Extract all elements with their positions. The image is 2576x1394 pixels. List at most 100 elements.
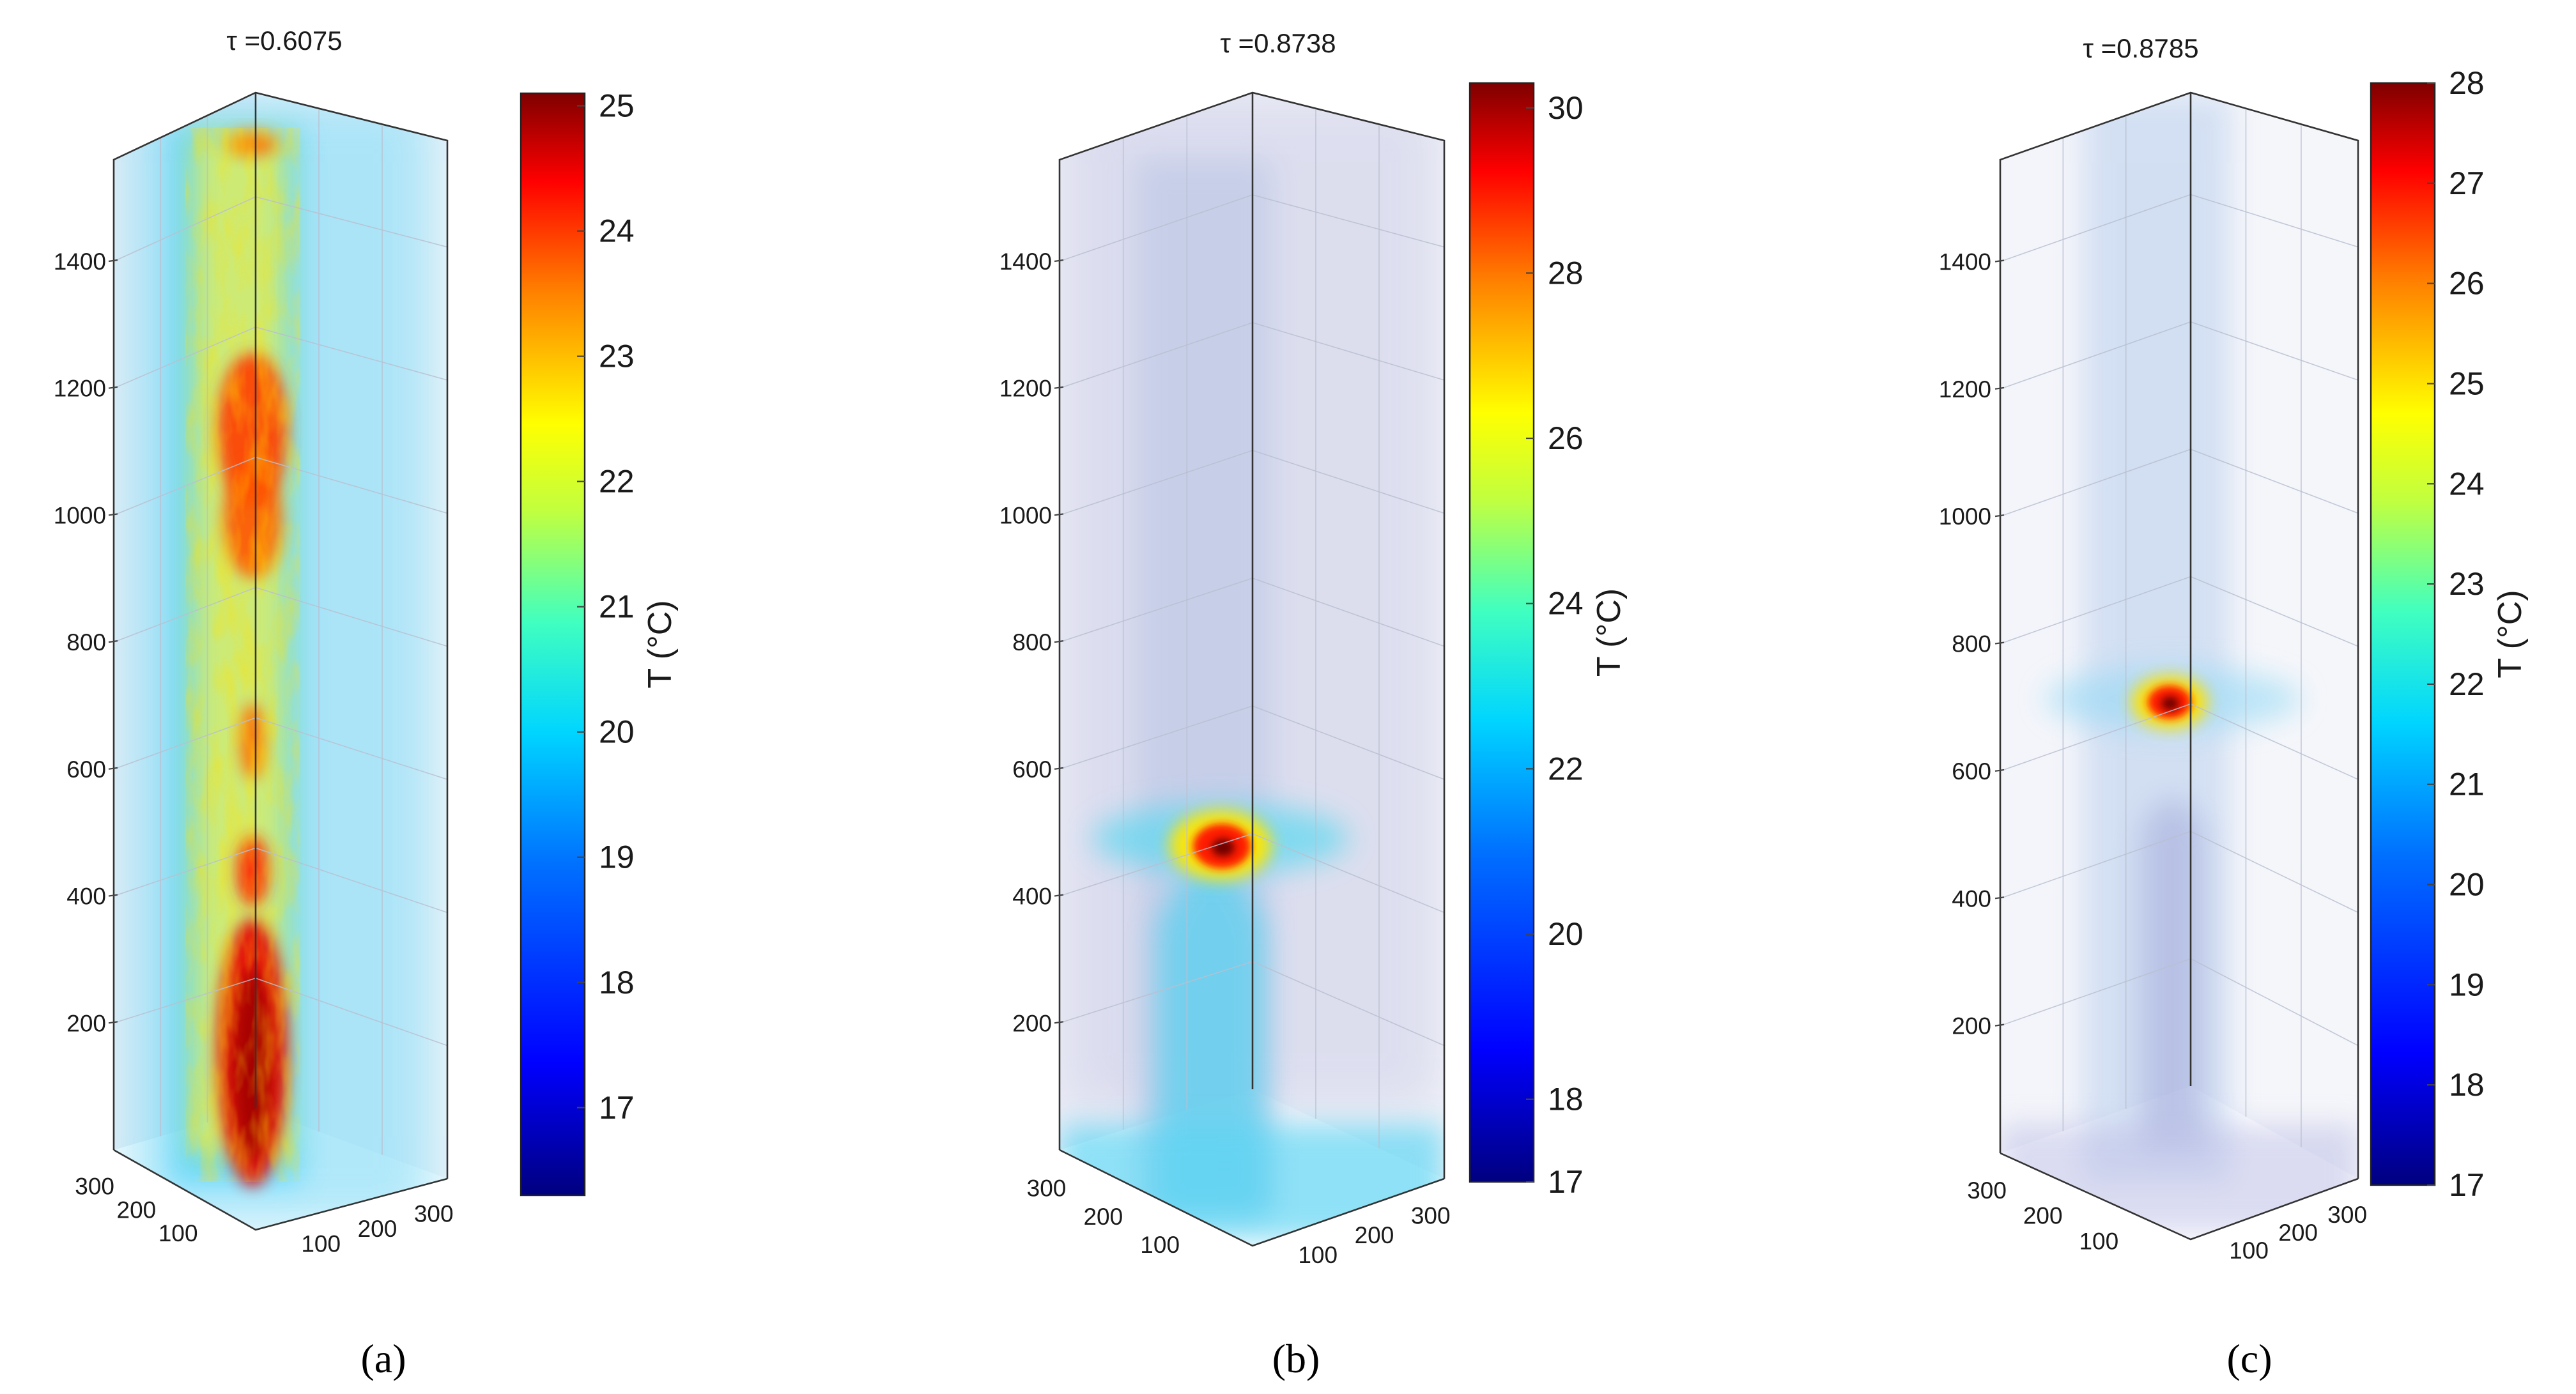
colorbar-tick-label: 24 (2449, 466, 2485, 502)
z-tick-mark (1994, 641, 2005, 645)
colorbar-tick-label: 18 (599, 965, 635, 1000)
colorbar-tick-label: 23 (2449, 566, 2485, 602)
colorbar-tick-label: 17 (2449, 1167, 2485, 1203)
z-tick-mark (108, 259, 118, 263)
z-tick-label: 1000 (999, 502, 1052, 528)
z-tick-mark (1994, 259, 2005, 263)
z-tick-mark (108, 513, 118, 516)
panel-caption: (b) (1272, 1336, 1320, 1381)
hotspot-core (2161, 696, 2179, 711)
colorbar-tick-label: 18 (1548, 1082, 1584, 1117)
y-tick-label: 200 (2023, 1203, 2063, 1229)
z-tick-mark (1054, 386, 1064, 389)
colorbar-label: T (°C) (1591, 588, 1628, 677)
colorbar (1469, 82, 1535, 1183)
z-tick-label: 1400 (54, 249, 106, 275)
colorbar-tick-label: 17 (1548, 1164, 1584, 1200)
y-tick-label: 300 (1967, 1177, 2007, 1204)
y-tick-label: 200 (117, 1197, 157, 1223)
x-tick-label: 100 (1298, 1242, 1338, 1268)
z-tick-label: 1000 (54, 502, 106, 528)
colorbar-label: T (°C) (642, 600, 679, 688)
y-tick-label: 100 (2079, 1228, 2118, 1254)
y-tick-label: 300 (1027, 1176, 1067, 1202)
z-tick-label: 400 (1012, 884, 1052, 910)
box-base-edge (113, 1149, 448, 1231)
z-tick-label: 1200 (999, 376, 1052, 402)
plume-texture (185, 128, 300, 1182)
colorbar-tick-label: 18 (2449, 1067, 2485, 1103)
colorbar-tick-label: 26 (1548, 420, 1584, 456)
z-tick-mark (1054, 513, 1064, 516)
y-tick-label: 300 (75, 1174, 114, 1200)
lower-plume (2141, 799, 2205, 1150)
colorbar-tick-label: 17 (599, 1090, 635, 1126)
chart-panel-a: 2004006008001000120014001002003001002003… (54, 26, 679, 1381)
colorbar (520, 92, 586, 1197)
colorbar-tick-label: 25 (599, 88, 635, 124)
panel-title: τ =0.8785 (2083, 33, 2198, 63)
box-right-face (2191, 93, 2358, 1179)
colorbar (2370, 82, 2436, 1186)
colorbar-tick-label: 28 (1548, 255, 1584, 291)
box-base-edge (2000, 1152, 2359, 1241)
z-tick-label: 1200 (1939, 376, 1991, 402)
z-tick-mark (1054, 640, 1064, 643)
x-tick-label: 300 (1411, 1202, 1451, 1229)
z-tick-mark (1994, 769, 2005, 772)
z-tick-label: 400 (1952, 885, 1991, 912)
z-tick-label: 800 (1952, 631, 1991, 657)
panel-title: τ =0.6075 (226, 26, 342, 56)
y-tick-label: 100 (1140, 1232, 1180, 1258)
x-tick-label: 100 (301, 1230, 341, 1257)
x-tick-label: 200 (2278, 1220, 2318, 1246)
z-tick-label: 600 (1012, 756, 1052, 783)
panel-title: τ =0.8738 (1220, 28, 1336, 58)
z-tick-mark (1994, 896, 2005, 900)
colorbar-tick-label: 26 (2449, 266, 2485, 302)
colorbar-tick-label: 22 (1548, 751, 1584, 786)
x-tick-label: 300 (2327, 1202, 2367, 1228)
z-tick-label: 200 (1012, 1010, 1052, 1036)
box-base-edge (1059, 1149, 1445, 1247)
colorbar-tick-label: 21 (599, 589, 635, 625)
x-tick-label: 200 (1355, 1222, 1394, 1248)
colorbar-tick-label: 22 (599, 464, 635, 500)
z-tick-label: 200 (1952, 1013, 1991, 1039)
z-tick-mark (108, 1021, 118, 1024)
colorbar-tick-label: 22 (2449, 666, 2485, 702)
colorbar-tick-label: 30 (1548, 90, 1584, 126)
x-tick-label: 300 (414, 1200, 454, 1227)
z-tick-label: 800 (1012, 629, 1052, 655)
colorbar-tick-label: 19 (599, 839, 635, 875)
z-tick-mark (1994, 514, 2005, 517)
colorbar-tick-label: 24 (599, 213, 635, 249)
colorbar-label: T (°C) (2492, 590, 2529, 678)
z-tick-mark (108, 640, 118, 643)
colorbar-tick-label: 24 (1548, 586, 1584, 622)
x-tick-label: 200 (358, 1216, 397, 1242)
z-tick-label: 600 (66, 756, 106, 783)
z-tick-mark (1054, 1021, 1064, 1024)
z-tick-label: 800 (66, 629, 106, 655)
temperature-field-a (127, 93, 435, 1230)
colorbar-tick-label: 20 (599, 714, 635, 750)
z-tick-label: 400 (66, 884, 106, 910)
z-tick-label: 200 (66, 1010, 106, 1036)
temperature-field-c (2000, 96, 2358, 1233)
z-tick-mark (108, 894, 118, 897)
colorbar-tick-label: 20 (1548, 916, 1584, 952)
z-tick-mark (1994, 387, 2005, 390)
panel-caption: (c) (2226, 1336, 2272, 1381)
colorbar-tick-label: 27 (2449, 165, 2485, 201)
y-tick-label: 200 (1083, 1204, 1123, 1230)
chart-panel-c: 200 400 600 800 1000 1200 1400 100 200 300 100 200 3… (1939, 33, 2529, 1381)
z-tick-label: 1000 (1939, 503, 1991, 530)
y-tick-label: 100 (158, 1220, 198, 1246)
z-tick-mark (108, 386, 118, 389)
colorbar-tick-label: 21 (2449, 767, 2485, 802)
z-tick-label: 1400 (999, 249, 1052, 275)
z-tick-label: 600 (1952, 758, 1991, 785)
z-tick-label: 1400 (1939, 249, 1991, 275)
